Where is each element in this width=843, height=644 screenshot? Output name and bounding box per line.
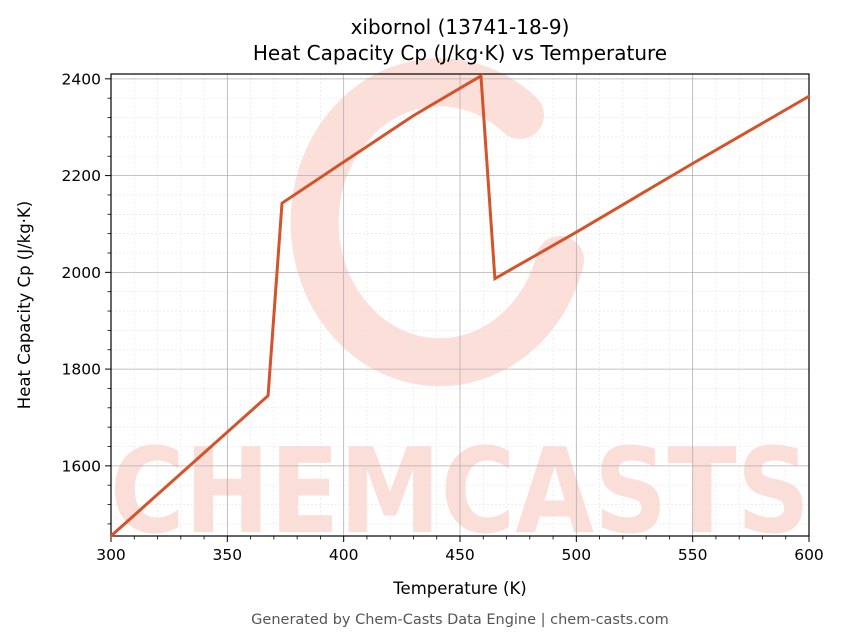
data-point (342, 160, 345, 164)
x-tick-label: 350 (213, 546, 243, 564)
y-tick-label: 1600 (62, 457, 101, 475)
x-tick-label: 600 (794, 546, 824, 564)
x-tick-label: 500 (562, 546, 592, 564)
y-axis-ticks: 1600 1800 2000 2200 2400 (62, 70, 111, 525)
y-tick-label: 2200 (62, 167, 101, 185)
x-tick-label: 400 (329, 546, 359, 564)
data-point (691, 162, 694, 165)
y-tick-label: 2400 (62, 70, 101, 88)
data-point (109, 534, 113, 538)
x-axis-ticks: 300 350 400 450 500 550 600 (96, 536, 824, 564)
chart-subtitle: Heat Capacity Cp (J/kg·K) vs Temperature (253, 41, 667, 65)
data-point (493, 277, 497, 280)
y-axis-label: Heat Capacity Cp (J/kg·K) (15, 201, 34, 409)
data-point (266, 394, 270, 397)
footer-credit: Generated by Chem-Casts Data Engine | ch… (251, 612, 669, 628)
watermark-logo-ring (290, 58, 584, 387)
x-tick-label: 550 (678, 546, 708, 564)
series-line (110, 73, 810, 538)
data-point (479, 74, 483, 78)
x-tick-label: 450 (445, 546, 475, 564)
data-point (575, 230, 578, 234)
data-point (807, 95, 811, 98)
chart-title: xibornol (13741-18-9) (351, 15, 570, 39)
x-axis-label: Temperature (K) (392, 579, 526, 598)
data-point (412, 114, 415, 117)
y-tick-label: 1800 (62, 361, 101, 379)
y-tick-label: 2000 (62, 264, 101, 282)
x-tick-label: 300 (96, 546, 126, 564)
series-layer (109, 73, 811, 538)
data-point (280, 201, 284, 205)
